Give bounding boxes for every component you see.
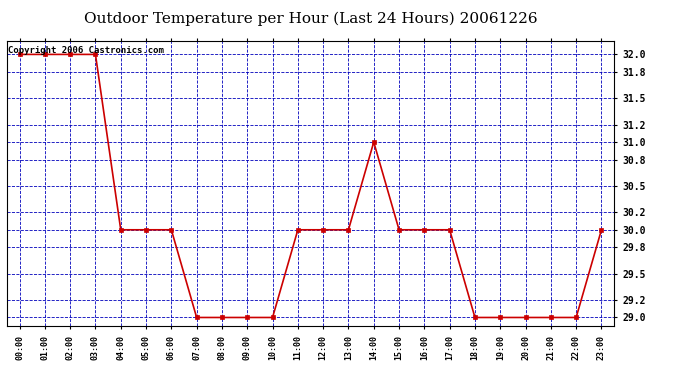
Text: Outdoor Temperature per Hour (Last 24 Hours) 20061226: Outdoor Temperature per Hour (Last 24 Ho… bbox=[83, 11, 538, 26]
Text: Copyright 2006 Castronics.com: Copyright 2006 Castronics.com bbox=[8, 45, 164, 54]
